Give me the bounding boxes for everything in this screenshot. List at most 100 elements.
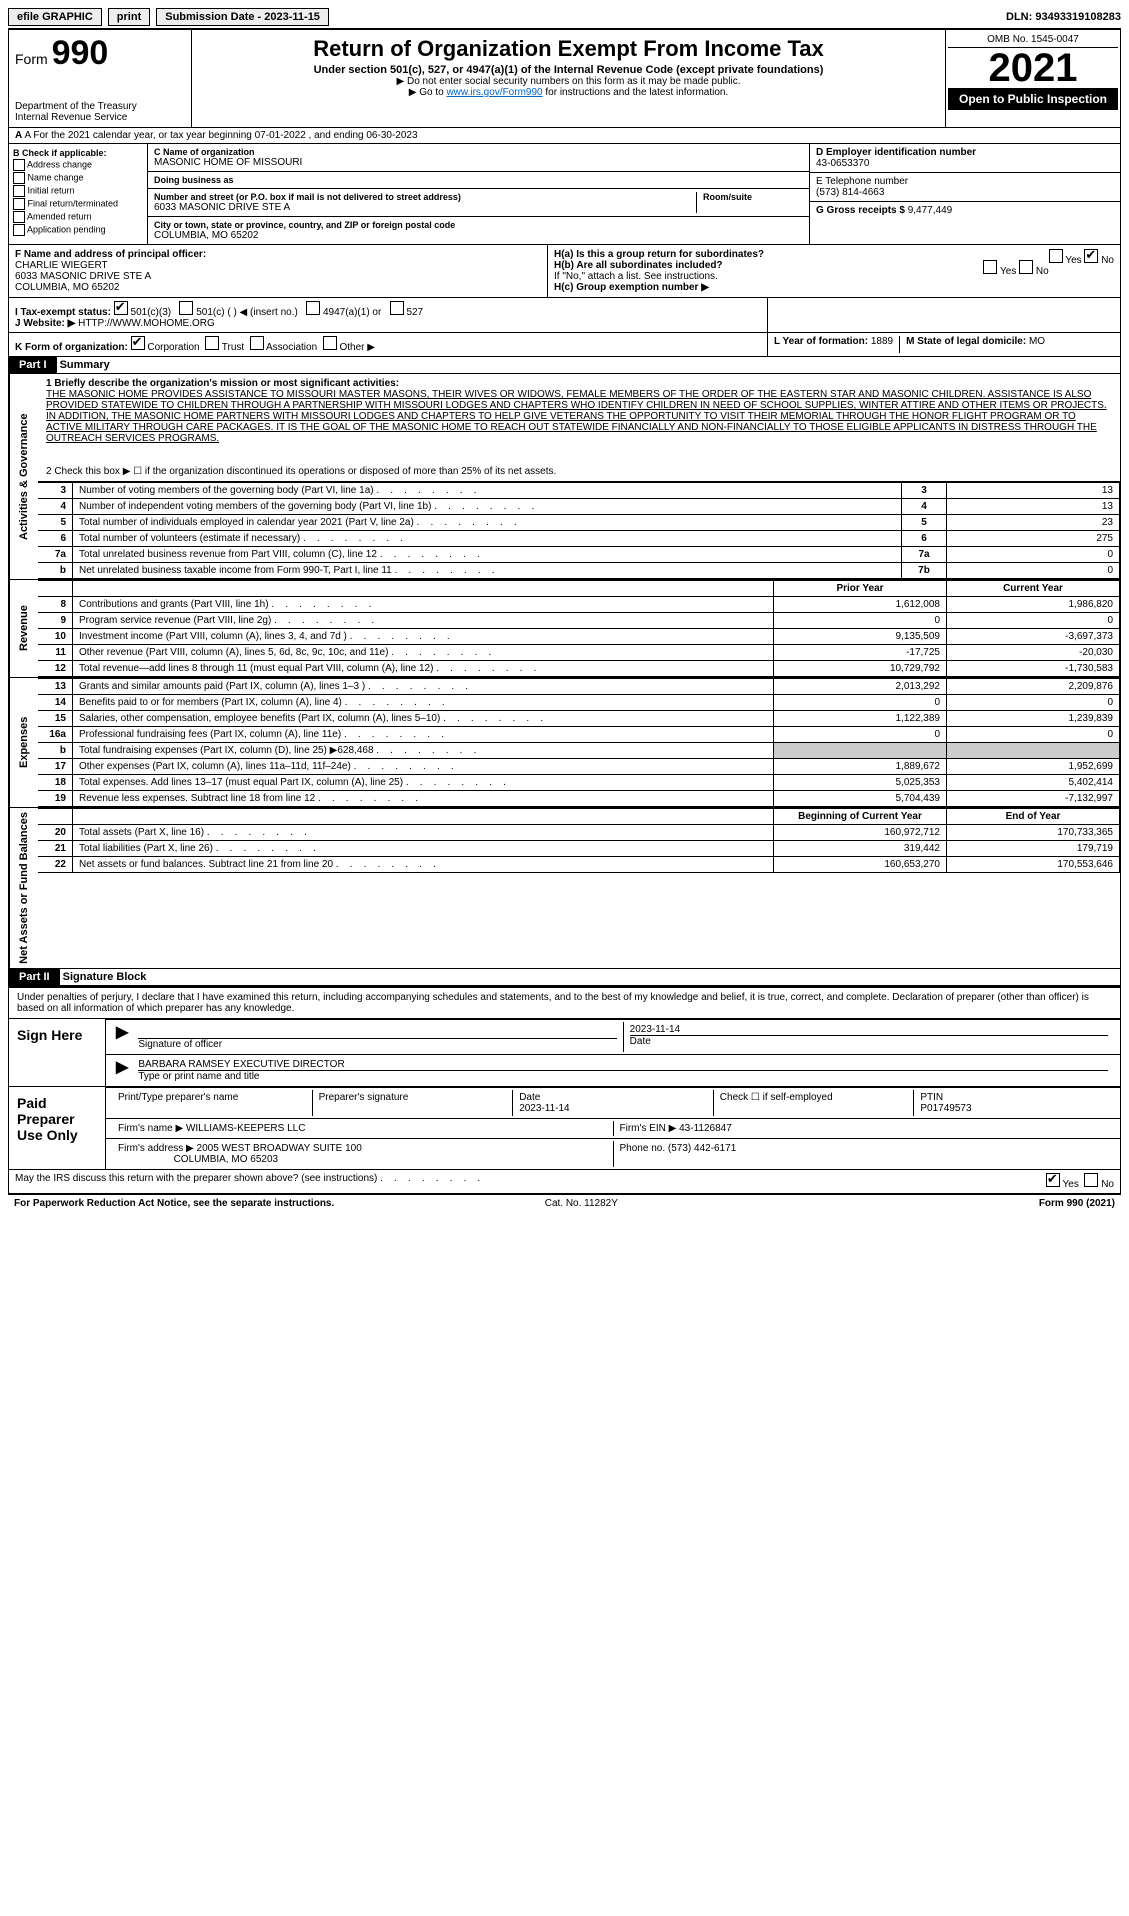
line-desc: Net assets or fund balances. Subtract li… [73,857,774,873]
part2-tag: Part II [9,969,60,985]
part2-header: Part II Signature Block [8,969,1121,986]
501c-checkbox[interactable] [179,301,193,315]
ha-yes-checkbox[interactable] [1049,249,1063,263]
vtab-expenses: Expenses [9,678,38,807]
chk-name-change[interactable] [13,172,25,184]
chk-initial-return[interactable] [13,185,25,197]
officer-addr1: 6033 MASONIC DRIVE STE A [15,271,151,282]
line-desc: Other expenses (Part IX, column (A), lin… [73,759,774,775]
current-value: 170,553,646 [947,857,1120,873]
part2-title: Signature Block [63,971,147,983]
officer-name-value: BARBARA RAMSEY EXECUTIVE DIRECTOR [138,1059,1108,1071]
current-value: -3,697,373 [947,629,1120,645]
chk-application-pending[interactable] [13,224,25,236]
summary-expenses: Expenses 13 Grants and similar amounts p… [8,678,1121,808]
4947-checkbox[interactable] [306,301,320,315]
chk-label: Initial return [28,185,75,195]
line-num: b [38,563,73,579]
perjury-declaration: Under penalties of perjury, I declare th… [9,988,1120,1018]
firm-phone-label: Phone no. [620,1143,666,1154]
dln-label: DLN: 93493319108283 [1006,11,1121,23]
footer-left: For Paperwork Reduction Act Notice, see … [14,1198,334,1209]
chk-final-return[interactable] [13,198,25,210]
line-value: 13 [947,499,1120,515]
irs-link[interactable]: www.irs.gov/Form990 [446,87,542,98]
chk-address-change[interactable] [13,159,25,171]
vtab-governance: Activities & Governance [9,374,38,579]
firm-addr1: 2005 WEST BROADWAY SUITE 100 [197,1143,362,1154]
firm-phone-value: (573) 442-6171 [668,1143,736,1154]
line-value: 13 [947,483,1120,499]
line-desc: Total liabilities (Part X, line 26) [73,841,774,857]
street-value: 6033 MASONIC DRIVE STE A [154,202,696,213]
form-note1: ▶ Do not enter social security numbers o… [200,76,937,87]
current-value: 1,239,839 [947,711,1120,727]
chk-label: Final return/terminated [28,198,119,208]
ha-no-checkbox[interactable] [1084,249,1098,263]
print-button[interactable]: print [108,8,150,26]
chk-label: Amended return [27,211,92,221]
street-label: Number and street (or P.O. box if mail i… [154,192,696,202]
line-num: 13 [38,679,73,695]
line-code: 4 [902,499,947,515]
current-value: 170,733,365 [947,825,1120,841]
assoc-checkbox[interactable] [250,336,264,350]
revenue-table: Prior YearCurrent Year 8 Contributions a… [38,580,1120,677]
discuss-yes-checkbox[interactable] [1046,1173,1060,1187]
firm-addr-label: Firm's address ▶ [118,1143,194,1154]
line-value: 0 [947,563,1120,579]
prep-sig-label: Preparer's signature [313,1090,514,1116]
domicile-label: M State of legal domicile: [906,336,1026,347]
form-title: Return of Organization Exempt From Incom… [200,36,937,62]
current-value: 1,952,699 [947,759,1120,775]
irs-label: Internal Revenue Service [15,112,185,123]
prior-value: 1,612,008 [774,597,947,613]
domicile-value: MO [1029,336,1045,347]
corp-checkbox[interactable] [131,336,145,350]
website-value: HTTP://WWW.MOHOME.ORG [78,318,215,329]
submission-date-button[interactable]: Submission Date - 2023-11-15 [156,8,329,26]
type-name-label: Type or print name and title [138,1071,259,1082]
line-num: 3 [38,483,73,499]
officer-name: CHARLIE WIEGERT [15,260,108,271]
website-label: J Website: ▶ [15,318,75,329]
form-label: Form [15,51,48,67]
line-num: 7a [38,547,73,563]
firm-ein-label: Firm's EIN ▶ [620,1123,677,1134]
prior-value: 0 [774,727,947,743]
501c3-checkbox[interactable] [114,301,128,315]
chk-amended-return[interactable] [13,211,25,223]
line-num: 17 [38,759,73,775]
prior-value: 160,972,712 [774,825,947,841]
tax-year: 2021 [948,48,1118,88]
prior-value: 160,653,270 [774,857,947,873]
discuss-no-checkbox[interactable] [1084,1173,1098,1187]
yes-label: Yes [1063,1179,1079,1190]
line-num: 11 [38,645,73,661]
line2-text: 2 Check this box ▶ ☐ if the organization… [46,466,556,477]
signature-block: Under penalties of perjury, I declare th… [8,986,1121,1194]
line-num: 22 [38,857,73,873]
topbar: efile GRAPHIC print Submission Date - 20… [8,8,1121,30]
prep-date-value: 2023-11-14 [519,1103,569,1114]
dept-label: Department of the Treasury [15,101,185,112]
hb-yes-checkbox[interactable] [983,260,997,274]
tax-status-label: I Tax-exempt status: [15,307,111,318]
line-desc: Contributions and grants (Part VIII, lin… [73,597,774,613]
sig-date-value: 2023-11-14 [630,1024,1108,1036]
efile-graphic-button[interactable]: efile GRAPHIC [8,8,102,26]
line-desc: Program service revenue (Part VIII, line… [73,613,774,629]
hb-no-checkbox[interactable] [1019,260,1033,274]
end-year-hdr: End of Year [947,809,1120,825]
527-checkbox[interactable] [390,301,404,315]
other-checkbox[interactable] [323,336,337,350]
klm-block: K Form of organization: Corporation Trus… [8,333,1121,357]
prior-year-hdr: Prior Year [774,581,947,597]
current-value: 179,719 [947,841,1120,857]
line-code: 7b [902,563,947,579]
paid-preparer-label: Paid Preparer Use Only [9,1087,106,1169]
netassets-table: Beginning of Current YearEnd of Year 20 … [38,808,1120,873]
trust-checkbox[interactable] [205,336,219,350]
gross-value: 9,477,449 [908,205,953,216]
prior-value: 1,889,672 [774,759,947,775]
